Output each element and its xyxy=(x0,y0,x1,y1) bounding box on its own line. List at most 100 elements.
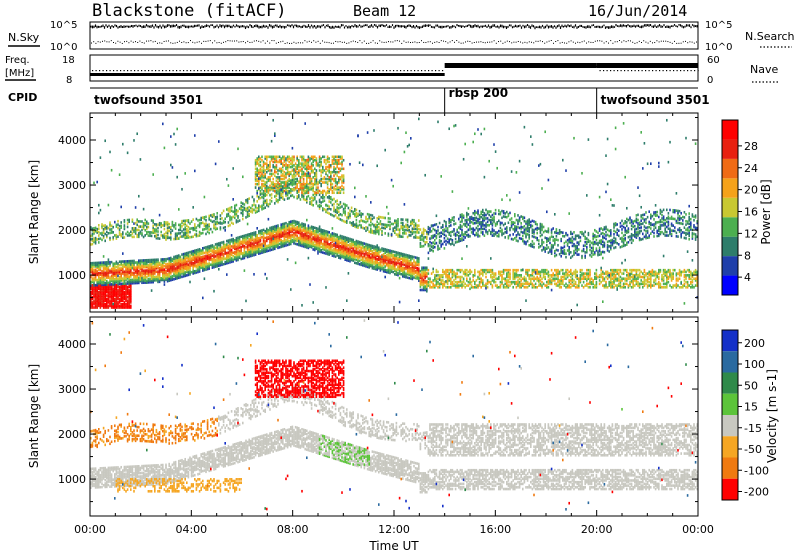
noise-right-label: N.Search xyxy=(745,30,795,43)
noise-search-point xyxy=(100,42,101,43)
power-cell xyxy=(223,210,225,213)
power-cell xyxy=(120,303,122,306)
noise-search-point xyxy=(544,43,545,44)
power-cell xyxy=(231,234,233,237)
power-cell xyxy=(173,238,175,241)
noise-search-point xyxy=(465,41,466,42)
power-cell xyxy=(173,256,175,259)
power-cell xyxy=(176,176,178,179)
power-cell xyxy=(167,273,169,276)
power-cell xyxy=(261,236,263,239)
power-cell xyxy=(263,229,265,232)
power-cell xyxy=(256,200,258,203)
power-cell xyxy=(231,206,233,209)
power-cell xyxy=(284,198,286,201)
power-cell xyxy=(117,220,119,223)
power-cell xyxy=(95,227,97,230)
power-cell xyxy=(112,236,114,239)
power-cell xyxy=(324,156,326,159)
noise-search-point xyxy=(241,41,242,42)
power-cell xyxy=(232,238,234,241)
power-cell xyxy=(170,164,172,167)
noise-search-point xyxy=(243,41,244,42)
noise-search-point xyxy=(208,40,209,41)
noise-search-point xyxy=(533,42,534,43)
power-cell xyxy=(256,167,258,170)
power-cell xyxy=(100,209,102,212)
power-cell xyxy=(194,223,196,226)
noise-search-point xyxy=(249,42,250,43)
power-cell xyxy=(109,237,111,240)
power-cell xyxy=(277,188,279,191)
power-cell xyxy=(256,210,258,213)
power-cell xyxy=(293,196,295,199)
power-cell xyxy=(276,176,278,179)
noise-search-point xyxy=(557,40,558,41)
power-cell xyxy=(216,227,218,230)
noise-search-point xyxy=(674,41,675,42)
power-cell xyxy=(272,119,274,122)
power-cell xyxy=(108,258,110,261)
power-cell xyxy=(324,252,326,255)
power-cell xyxy=(180,232,182,235)
power-cell xyxy=(336,206,338,209)
power-cell xyxy=(276,225,278,228)
power-cell xyxy=(298,237,300,240)
power-cell xyxy=(284,174,286,177)
nave-point xyxy=(579,66,580,67)
power-cell xyxy=(304,167,306,170)
power-cell xyxy=(92,262,94,265)
power-cell xyxy=(322,190,324,193)
power-cell xyxy=(122,303,124,306)
power-cell xyxy=(92,301,94,304)
freq-panel xyxy=(90,55,699,81)
noise-search-point xyxy=(146,41,147,42)
power-cell xyxy=(120,267,122,270)
nave-point xyxy=(236,70,237,71)
noise-search-point xyxy=(538,41,539,42)
power-cell xyxy=(244,207,246,210)
nave-point xyxy=(281,70,282,71)
power-cell xyxy=(127,299,129,302)
power-cell xyxy=(303,156,305,159)
power-cell xyxy=(260,157,262,160)
freq-tick-bottom: 8 xyxy=(66,75,72,86)
nave-point xyxy=(197,70,198,71)
power-cell xyxy=(309,227,311,230)
power-cell xyxy=(247,223,249,226)
noise-search-point xyxy=(315,42,316,43)
power-cell xyxy=(303,171,305,174)
noise-search-point xyxy=(542,41,543,42)
power-cell xyxy=(223,227,225,230)
power-cell xyxy=(314,244,316,247)
power-cell xyxy=(367,227,369,230)
power-cell xyxy=(250,207,252,210)
nave-point xyxy=(376,70,377,71)
noise-search-point xyxy=(337,41,338,42)
power-cell xyxy=(308,224,310,227)
power-cell xyxy=(208,228,210,231)
power-cell xyxy=(140,225,142,228)
power-cell xyxy=(176,128,178,131)
power-cell xyxy=(356,259,358,262)
nave-point xyxy=(435,70,436,71)
power-cell xyxy=(324,181,326,184)
power-cell xyxy=(128,232,130,235)
power-cell xyxy=(271,140,273,143)
nave-point xyxy=(187,70,188,71)
power-cell xyxy=(308,156,310,159)
power-cell xyxy=(164,233,166,236)
power-cell xyxy=(236,245,238,248)
power-cell xyxy=(333,243,335,246)
power-cell xyxy=(221,222,223,225)
power-cell xyxy=(338,167,340,170)
power-cell xyxy=(296,226,298,229)
power-cell xyxy=(298,159,300,162)
power-cell xyxy=(317,252,319,255)
power-cell xyxy=(125,233,127,236)
power-cell xyxy=(346,299,348,302)
power-cell xyxy=(300,198,302,201)
power-cell xyxy=(320,196,322,199)
noise-search-point xyxy=(348,42,349,43)
power-cell xyxy=(301,183,303,186)
